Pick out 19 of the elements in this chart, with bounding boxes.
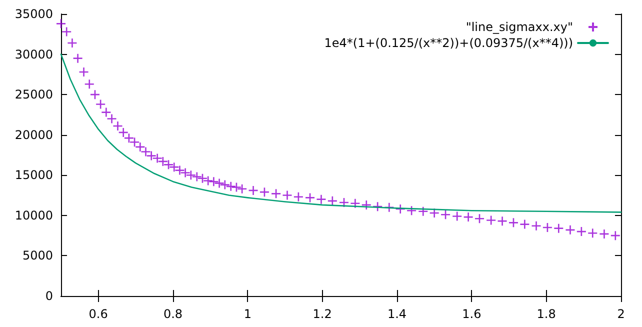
x-tick-label: 1.2	[312, 307, 332, 321]
y-tick-label: 0	[45, 289, 53, 303]
line-series	[60, 54, 622, 213]
x-tick-label: 2	[617, 307, 625, 321]
y-tick-label: 35000	[14, 7, 53, 21]
legend-label: 1e4*(1+(0.125/(x**2))+(0.09375/(x**4)))	[324, 36, 573, 50]
y-tick-label: 25000	[14, 88, 53, 102]
x-tick-label: 0.6	[88, 307, 108, 321]
x-tick-label: 1.8	[536, 307, 556, 321]
x-tick-label: 1.6	[462, 307, 482, 321]
x-tick-label: 0.8	[163, 307, 183, 321]
y-tick-label: 20000	[14, 128, 53, 142]
y-tick-label: 10000	[14, 208, 53, 222]
x-tick-label: 1	[244, 307, 252, 321]
y-tick-label: 30000	[14, 47, 53, 62]
y-tick-label: 5000	[22, 248, 53, 263]
y-tick-label: 15000	[14, 168, 53, 182]
x-tick-label: 1.4	[387, 307, 407, 321]
legend-label: "line_sigmaxx.xy"	[466, 20, 573, 34]
